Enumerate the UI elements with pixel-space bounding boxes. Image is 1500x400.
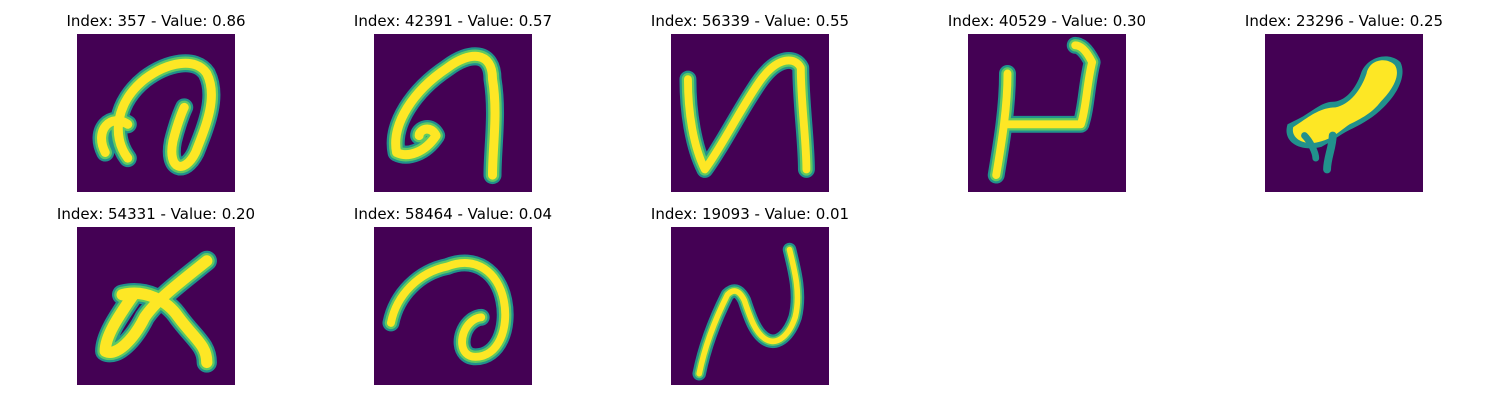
handwritten-glyph-image bbox=[671, 34, 829, 192]
glyph-stroke bbox=[1301, 132, 1320, 162]
panel-title: Index: 58464 - Value: 0.04 bbox=[353, 205, 553, 223]
panel-title: Index: 56339 - Value: 0.55 bbox=[650, 12, 850, 30]
glyph-stroke bbox=[696, 246, 801, 377]
glyph-stroke bbox=[97, 58, 216, 171]
panel-title: Index: 42391 - Value: 0.57 bbox=[353, 12, 553, 30]
panel-title: Index: 40529 - Value: 0.30 bbox=[947, 12, 1147, 30]
handwritten-glyph-image bbox=[374, 227, 532, 385]
panel-title: Index: 357 - Value: 0.86 bbox=[66, 12, 246, 30]
handwritten-glyph-image bbox=[77, 227, 235, 385]
handwritten-glyph-image bbox=[77, 34, 235, 192]
glyph-stroke bbox=[683, 56, 811, 174]
handwritten-glyph-image bbox=[1265, 34, 1423, 192]
handwritten-glyph-image bbox=[374, 34, 532, 192]
glyph-stroke bbox=[992, 41, 1097, 180]
glyph-blob bbox=[1292, 60, 1397, 144]
panel-title: Index: 54331 - Value: 0.20 bbox=[56, 205, 256, 223]
glyph-stroke bbox=[1323, 131, 1337, 174]
panel-title: Index: 19093 - Value: 0.01 bbox=[650, 205, 850, 223]
handwritten-glyph-image bbox=[671, 227, 829, 385]
glyph-stroke bbox=[391, 51, 500, 180]
glyph-stroke bbox=[386, 259, 510, 361]
panel-title: Index: 23296 - Value: 0.25 bbox=[1244, 12, 1444, 30]
glyph-stroke bbox=[99, 255, 213, 369]
handwritten-glyph-image bbox=[968, 34, 1126, 192]
